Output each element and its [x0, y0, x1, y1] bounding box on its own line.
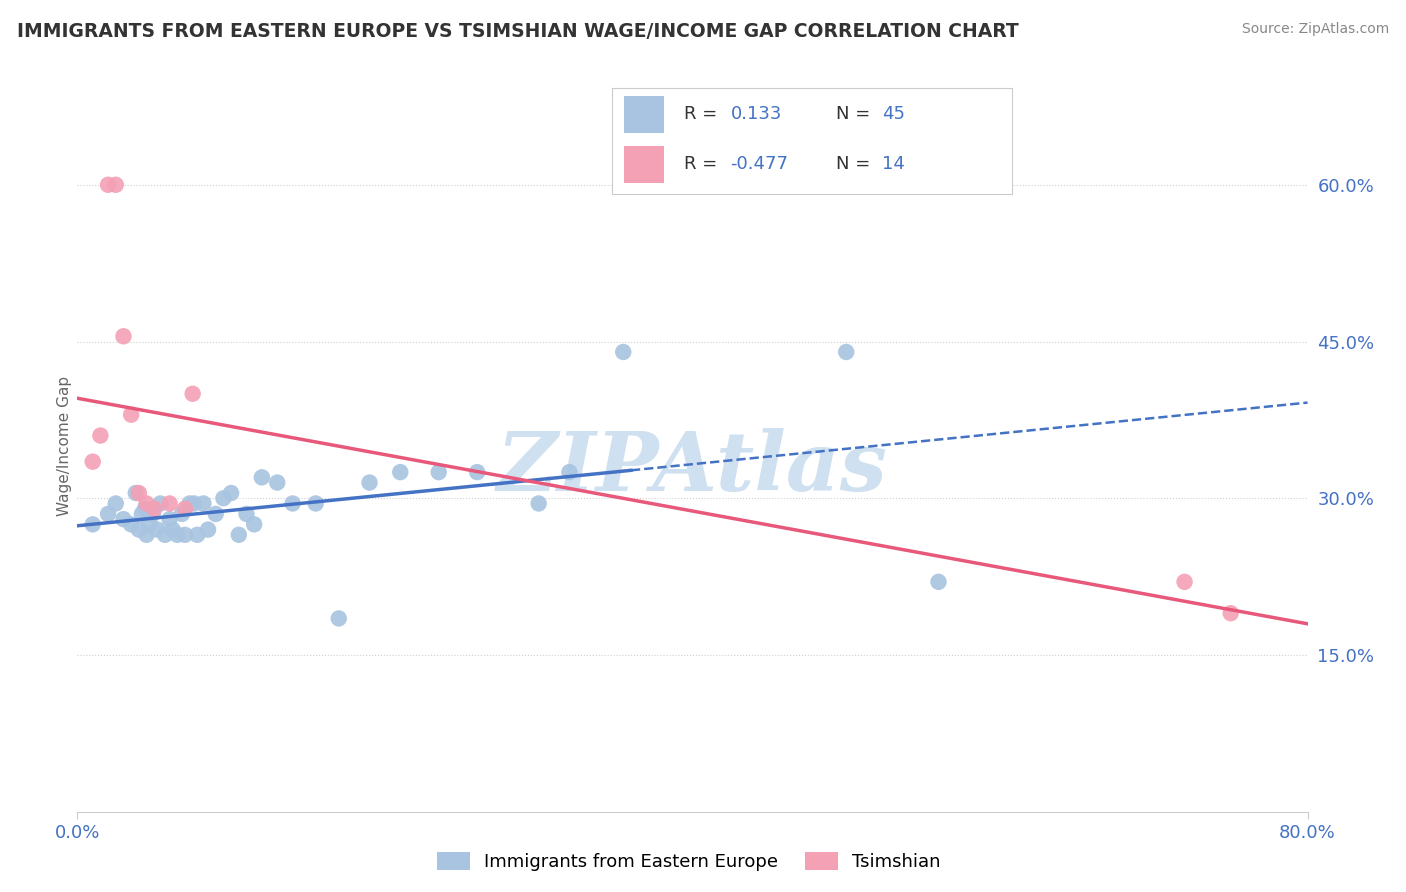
- Point: [153, 528, 176, 542]
- Point: [112, 329, 135, 343]
- Point: [212, 491, 235, 506]
- Point: [612, 345, 634, 359]
- Point: [159, 512, 181, 526]
- Point: [146, 523, 169, 537]
- Point: [97, 178, 120, 192]
- Point: [183, 496, 205, 510]
- Point: [465, 465, 488, 479]
- Point: [1174, 574, 1197, 589]
- Point: [162, 523, 184, 537]
- Text: ZIPAtlas: ZIPAtlas: [496, 428, 889, 508]
- Point: [120, 408, 142, 422]
- Point: [219, 486, 242, 500]
- Point: [235, 507, 257, 521]
- Point: [134, 501, 156, 516]
- Point: [389, 465, 412, 479]
- Point: [179, 496, 201, 510]
- Point: [143, 501, 166, 516]
- Point: [135, 528, 157, 542]
- Point: [174, 501, 197, 516]
- Y-axis label: Wage/Income Gap: Wage/Income Gap: [56, 376, 72, 516]
- Point: [135, 496, 157, 510]
- Point: [197, 523, 219, 537]
- Point: [928, 574, 950, 589]
- Point: [527, 496, 550, 510]
- Point: [243, 517, 266, 532]
- Point: [266, 475, 288, 490]
- Point: [128, 486, 150, 500]
- Text: Source: ZipAtlas.com: Source: ZipAtlas.com: [1241, 22, 1389, 37]
- Point: [558, 465, 581, 479]
- Point: [159, 496, 181, 510]
- Point: [174, 528, 197, 542]
- Point: [89, 428, 111, 442]
- Point: [1219, 606, 1241, 620]
- Point: [166, 528, 188, 542]
- Point: [181, 386, 204, 401]
- Point: [427, 465, 450, 479]
- Point: [120, 517, 142, 532]
- Point: [112, 512, 135, 526]
- Point: [281, 496, 304, 510]
- Legend: Immigrants from Eastern Europe, Tsimshian: Immigrants from Eastern Europe, Tsimshia…: [430, 845, 948, 879]
- Point: [193, 496, 215, 510]
- Point: [186, 528, 208, 542]
- Text: IMMIGRANTS FROM EASTERN EUROPE VS TSIMSHIAN WAGE/INCOME GAP CORRELATION CHART: IMMIGRANTS FROM EASTERN EUROPE VS TSIMSH…: [17, 22, 1018, 41]
- Point: [128, 523, 150, 537]
- Point: [835, 345, 858, 359]
- Point: [138, 517, 160, 532]
- Point: [125, 486, 148, 500]
- Point: [228, 528, 250, 542]
- Point: [149, 496, 172, 510]
- Point: [104, 178, 127, 192]
- Point: [250, 470, 273, 484]
- Point: [104, 496, 127, 510]
- Point: [131, 507, 153, 521]
- Point: [82, 455, 104, 469]
- Point: [359, 475, 381, 490]
- Point: [305, 496, 328, 510]
- Point: [204, 507, 226, 521]
- Point: [97, 507, 120, 521]
- Point: [170, 507, 193, 521]
- Point: [328, 611, 350, 625]
- Point: [142, 507, 165, 521]
- Point: [82, 517, 104, 532]
